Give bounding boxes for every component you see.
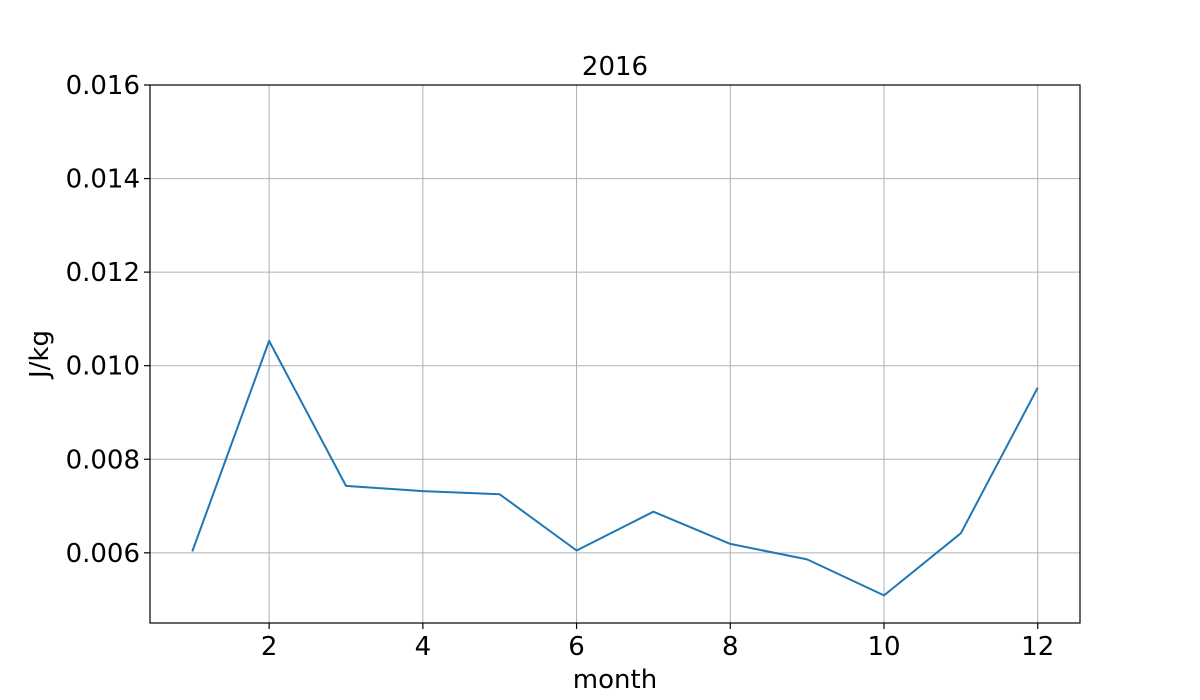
- y-tick-label: 0.006: [66, 539, 140, 569]
- y-tick-label: 0.016: [66, 71, 140, 101]
- y-axis: 0.006 0.008 0.010 0.012 0.014 0.016: [66, 71, 150, 569]
- x-tick-label: 4: [415, 632, 432, 662]
- x-axis: 2 4 6 8 10 12: [261, 623, 1054, 662]
- grid: [150, 84, 1080, 623]
- x-tick-label: 8: [722, 632, 739, 662]
- y-tick-label: 0.010: [66, 352, 140, 382]
- y-tick-label: 0.014: [66, 165, 140, 195]
- series-line: [191, 339, 1039, 597]
- chart-title: 2016: [582, 52, 648, 82]
- y-tick-label: 0.008: [66, 445, 140, 475]
- x-tick-label: 10: [867, 632, 900, 662]
- series-layer: [191, 339, 1039, 597]
- x-tick-label: 6: [568, 632, 585, 662]
- x-tick-label: 12: [1021, 632, 1054, 662]
- x-tick-label: 2: [261, 632, 278, 662]
- x-axis-title: month: [573, 665, 657, 695]
- plot-frame: [149, 84, 1081, 624]
- y-tick-label: 0.012: [66, 258, 140, 288]
- y-axis-title: J/kg: [25, 330, 55, 380]
